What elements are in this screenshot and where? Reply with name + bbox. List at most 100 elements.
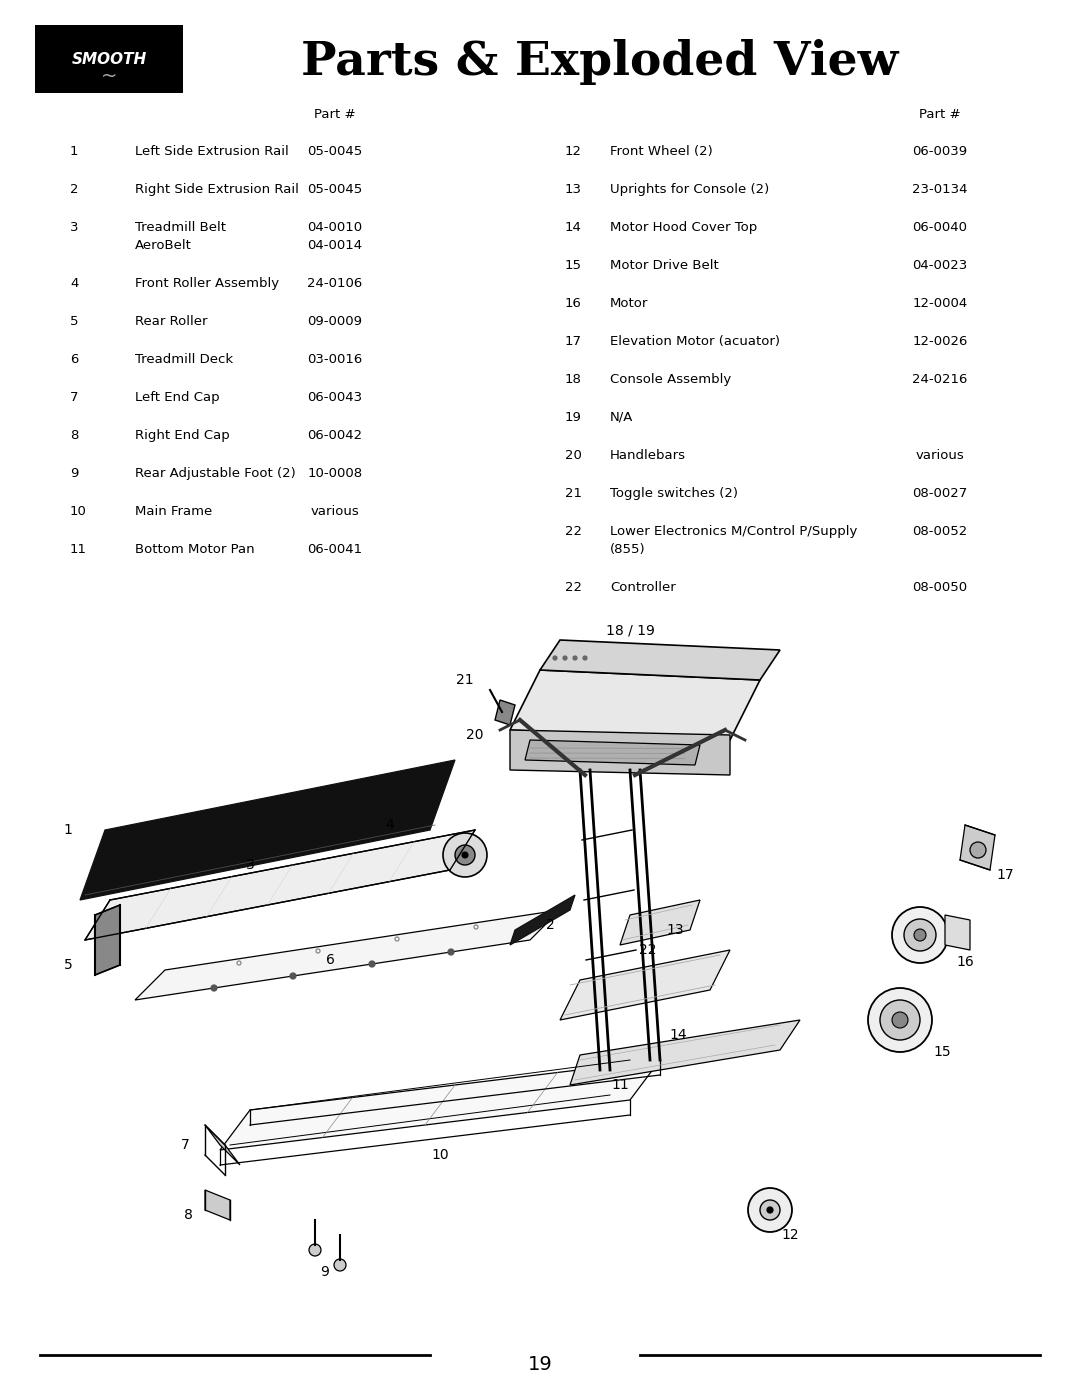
Circle shape: [443, 833, 487, 877]
Text: 10-0008: 10-0008: [308, 467, 363, 481]
Text: 21: 21: [456, 673, 474, 687]
Text: 6: 6: [325, 953, 335, 967]
Text: 16: 16: [565, 298, 582, 310]
Text: Motor: Motor: [610, 298, 648, 310]
Circle shape: [583, 657, 588, 659]
Circle shape: [462, 852, 468, 858]
Text: 06-0043: 06-0043: [308, 391, 363, 404]
FancyBboxPatch shape: [35, 25, 183, 94]
Text: 16: 16: [956, 956, 974, 970]
Text: 5: 5: [70, 314, 79, 328]
Text: 18: 18: [565, 373, 582, 386]
Text: Treadmill Deck: Treadmill Deck: [135, 353, 233, 366]
Text: 14: 14: [565, 221, 582, 235]
Text: Motor Drive Belt: Motor Drive Belt: [610, 258, 719, 272]
Text: 9: 9: [70, 467, 79, 481]
Circle shape: [309, 1243, 321, 1256]
Circle shape: [369, 961, 375, 967]
Text: Lower Electronics M/Control P/Supply: Lower Electronics M/Control P/Supply: [610, 525, 858, 538]
Text: 21: 21: [565, 488, 582, 500]
Text: N/A: N/A: [610, 411, 633, 425]
Text: 7: 7: [70, 391, 79, 404]
Circle shape: [868, 988, 932, 1052]
Text: Parts & Exploded View: Parts & Exploded View: [301, 39, 899, 85]
Text: 15: 15: [933, 1045, 950, 1059]
Text: Main Frame: Main Frame: [135, 504, 213, 518]
Polygon shape: [570, 1020, 800, 1085]
Text: Motor Hood Cover Top: Motor Hood Cover Top: [610, 221, 757, 235]
Text: 08-0052: 08-0052: [913, 525, 968, 538]
Polygon shape: [205, 1125, 240, 1165]
Text: Console Assembly: Console Assembly: [610, 373, 731, 386]
Text: Rear Roller: Rear Roller: [135, 314, 207, 328]
Polygon shape: [525, 740, 700, 766]
Text: 15: 15: [565, 258, 582, 272]
Text: 03-0016: 03-0016: [308, 353, 363, 366]
Text: 2: 2: [70, 183, 79, 196]
Polygon shape: [205, 1190, 230, 1220]
Text: Uprights for Console (2): Uprights for Console (2): [610, 183, 769, 196]
Circle shape: [334, 1259, 346, 1271]
Text: 5: 5: [64, 958, 72, 972]
Text: 4: 4: [70, 277, 79, 291]
Text: Toggle switches (2): Toggle switches (2): [610, 488, 738, 500]
Text: 22: 22: [565, 581, 582, 594]
Text: Handlebars: Handlebars: [610, 448, 686, 462]
Text: Bottom Motor Pan: Bottom Motor Pan: [135, 543, 255, 556]
Text: 10: 10: [70, 504, 86, 518]
Text: Elevation Motor (acuator): Elevation Motor (acuator): [610, 335, 780, 348]
Text: 04-0010: 04-0010: [308, 221, 363, 235]
Text: 04-0023: 04-0023: [913, 258, 968, 272]
Text: 6: 6: [70, 353, 79, 366]
Text: 8: 8: [184, 1208, 192, 1222]
Text: 12: 12: [565, 145, 582, 158]
Text: 19: 19: [528, 1355, 552, 1375]
Text: 23-0134: 23-0134: [913, 183, 968, 196]
Text: 19: 19: [565, 411, 582, 425]
Polygon shape: [945, 915, 970, 950]
Text: 24-0216: 24-0216: [913, 373, 968, 386]
Text: 1: 1: [70, 145, 79, 158]
Text: various: various: [311, 504, 360, 518]
Text: Controller: Controller: [610, 581, 676, 594]
Polygon shape: [540, 640, 780, 680]
Polygon shape: [220, 1060, 660, 1150]
Text: 13: 13: [565, 183, 582, 196]
Text: 14: 14: [670, 1028, 687, 1042]
Polygon shape: [960, 826, 995, 870]
Circle shape: [767, 1207, 773, 1213]
Text: Right End Cap: Right End Cap: [135, 429, 230, 441]
Polygon shape: [80, 760, 455, 900]
Circle shape: [892, 907, 948, 963]
Text: 18 / 19: 18 / 19: [606, 623, 654, 637]
Text: 06-0041: 06-0041: [308, 543, 363, 556]
Text: 1: 1: [64, 823, 72, 837]
Polygon shape: [510, 671, 760, 740]
Text: 06-0040: 06-0040: [913, 221, 968, 235]
Text: 10: 10: [431, 1148, 449, 1162]
Text: 3: 3: [245, 858, 255, 872]
Circle shape: [892, 1011, 908, 1028]
Circle shape: [211, 985, 217, 990]
Circle shape: [970, 842, 986, 858]
Text: Front Roller Assembly: Front Roller Assembly: [135, 277, 279, 291]
Text: 24-0106: 24-0106: [308, 277, 363, 291]
Text: 17: 17: [996, 868, 1014, 882]
Text: 13: 13: [666, 923, 684, 937]
Text: 09-0009: 09-0009: [308, 314, 363, 328]
Text: 04-0014: 04-0014: [308, 239, 363, 251]
Text: SMOOTH: SMOOTH: [71, 52, 147, 67]
Text: 05-0045: 05-0045: [308, 145, 363, 158]
Text: 12-0004: 12-0004: [913, 298, 968, 310]
Text: Left Side Extrusion Rail: Left Side Extrusion Rail: [135, 145, 288, 158]
Text: AeroBelt: AeroBelt: [135, 239, 192, 251]
Text: 05-0045: 05-0045: [308, 183, 363, 196]
Circle shape: [760, 1200, 780, 1220]
Polygon shape: [85, 830, 475, 940]
Text: 7: 7: [180, 1139, 189, 1153]
Text: Treadmill Belt: Treadmill Belt: [135, 221, 226, 235]
Circle shape: [291, 972, 296, 979]
Text: Front Wheel (2): Front Wheel (2): [610, 145, 713, 158]
Text: 20: 20: [565, 448, 582, 462]
Text: 08-0050: 08-0050: [913, 581, 968, 594]
